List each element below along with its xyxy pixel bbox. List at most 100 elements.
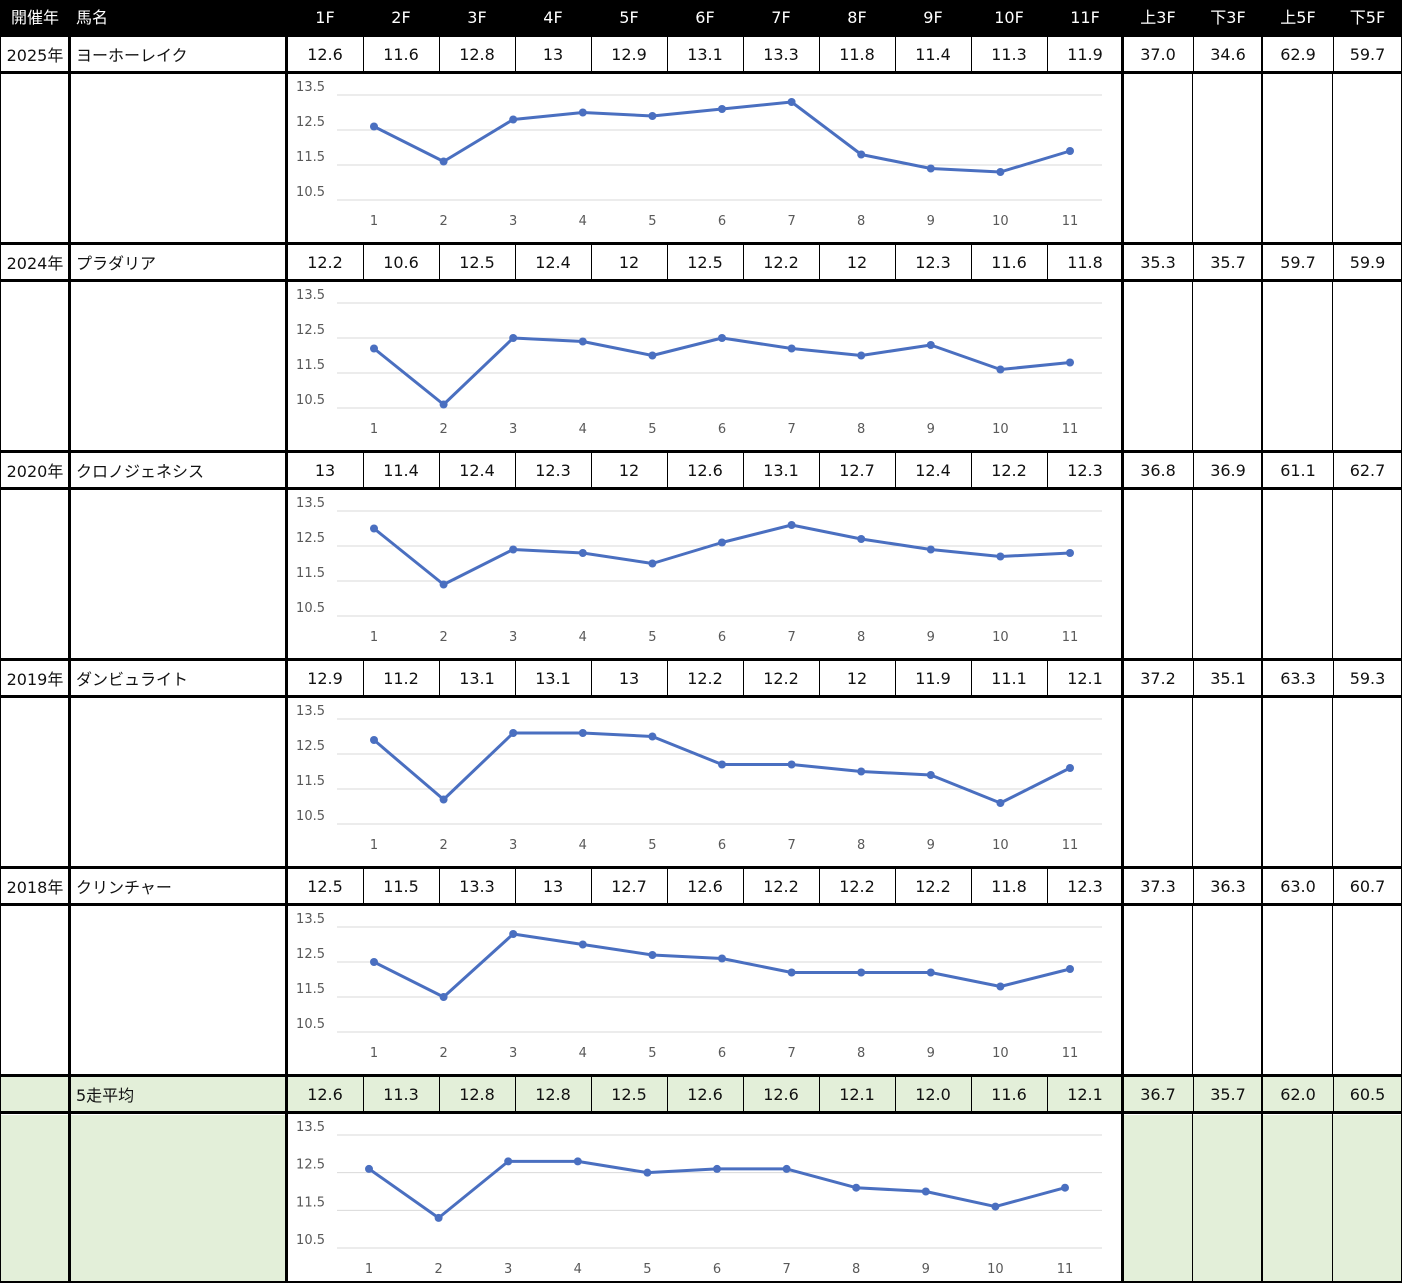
race-row: 2020年 クロノジェネシス 13 11.4 12.4 12.3 12 12.6 13.1 12.… <box>0 452 1402 488</box>
y-tick-label: 10.5 <box>296 601 325 616</box>
lap-cell-5: 12.9 <box>611 44 647 64</box>
column-border <box>285 660 288 868</box>
column-border <box>1193 244 1194 280</box>
data-point <box>439 580 448 589</box>
x-tick-label: 9 <box>927 838 935 853</box>
column-border <box>667 868 668 904</box>
x-tick-label: 6 <box>713 1262 721 1277</box>
lap-cell-3: 12.4 <box>459 460 495 480</box>
lap-cell-1: 12.9 <box>307 668 343 688</box>
header-furlong-7: 7F <box>771 8 791 27</box>
column-border <box>971 868 972 904</box>
column-border <box>439 452 440 488</box>
data-point <box>857 535 866 543</box>
data-point <box>509 729 518 737</box>
x-tick-label: 10 <box>992 630 1009 645</box>
column-border <box>1332 1112 1333 1283</box>
agg-cell-1: 37.2 <box>1140 668 1176 688</box>
x-tick-label: 7 <box>787 1046 795 1061</box>
column-border <box>1332 280 1333 452</box>
data-point <box>439 400 448 409</box>
y-tick-label: 11.5 <box>296 774 325 789</box>
column-border <box>1333 660 1334 696</box>
row-border <box>0 903 1402 906</box>
x-tick-label: 11 <box>1062 630 1079 645</box>
column-border <box>743 1076 744 1112</box>
data-point <box>504 1157 513 1166</box>
header-agg-1: 上3F <box>1140 8 1176 27</box>
column-border <box>1047 1076 1048 1112</box>
lap-cell-9: 12.4 <box>915 460 951 480</box>
y-tick-label: 11.5 <box>296 566 325 581</box>
data-point <box>578 108 587 117</box>
column-border <box>439 660 440 696</box>
horse-name: ヨーホーレイク <box>76 46 188 65</box>
header-furlong-10: 10F <box>994 8 1024 27</box>
x-tick-label: 6 <box>718 422 726 437</box>
row-border <box>0 279 1402 282</box>
data-point <box>643 1168 652 1177</box>
header-furlong-2: 2F <box>391 8 411 27</box>
agg-cell-1: 35.3 <box>1140 252 1176 272</box>
race-row: 2025年 ヨーホーレイク 12.6 11.6 12.8 13 12.9 13.1 13.3 11… <box>0 36 1402 72</box>
race-row: 2024年 プラダリア 12.2 10.6 12.5 12.4 12 12.5 12.2 12 12… <box>0 244 1402 280</box>
y-tick-label: 10.5 <box>296 809 325 824</box>
row-border <box>0 695 1402 698</box>
x-tick-label: 5 <box>643 1262 651 1277</box>
lap-cell-9: 11.9 <box>915 668 951 688</box>
column-border <box>591 36 592 72</box>
y-tick-label: 12.5 <box>296 947 325 962</box>
lap-chart: 10.5 11.5 12.5 13.5 1 2 3 4 5 6 7 8 9 10 11 <box>296 912 1102 1061</box>
x-tick-label: 10 <box>987 1262 1004 1277</box>
x-tick-label: 4 <box>579 214 587 229</box>
agg-cell-3: 62.0 <box>1263 1076 1333 1112</box>
agg-cell-4: 60.5 <box>1333 1076 1402 1112</box>
average-chart-fill <box>0 1115 70 1283</box>
x-tick-label: 1 <box>370 422 378 437</box>
column-border <box>819 868 820 904</box>
column-border <box>68 660 71 868</box>
x-tick-label: 5 <box>648 630 656 645</box>
data-point <box>1066 549 1074 557</box>
column-border <box>667 660 668 696</box>
header-furlong-4: 4F <box>543 8 563 27</box>
column-border <box>1121 36 1124 244</box>
x-tick-label: 9 <box>927 1046 935 1061</box>
column-border <box>895 868 896 904</box>
x-tick-label: 1 <box>370 630 378 645</box>
y-tick-label: 11.5 <box>296 1195 325 1210</box>
lap-cell-9: 12.3 <box>915 252 951 272</box>
year-cell: 2024年 <box>6 254 64 273</box>
column-border <box>1333 452 1334 488</box>
y-tick-label: 13.5 <box>296 1120 325 1135</box>
data-point <box>787 344 796 353</box>
header-furlong-6: 6F <box>695 8 715 27</box>
column-border <box>1192 72 1193 244</box>
data-point <box>434 1213 443 1222</box>
lap-cell-2: 11.6 <box>383 44 419 64</box>
data-point <box>439 157 448 166</box>
lap-cell-3: 13.1 <box>459 668 495 688</box>
x-tick-label: 4 <box>579 630 587 645</box>
data-point <box>857 767 866 776</box>
lap-chart: 10.5 11.5 12.5 13.5 1 2 3 4 5 6 7 8 9 10 11 <box>296 496 1102 645</box>
column-border <box>895 36 896 72</box>
x-tick-label: 4 <box>579 1046 587 1061</box>
column-border <box>971 36 972 72</box>
lap-cell-4: 13 <box>542 44 564 64</box>
x-tick-label: 10 <box>992 838 1009 853</box>
data-point <box>857 150 866 159</box>
y-tick-label: 10.5 <box>296 1017 325 1032</box>
data-point <box>926 771 935 779</box>
column-border <box>743 452 744 488</box>
column-border <box>667 452 668 488</box>
lap-chart: 10.5 11.5 12.5 13.5 1 2 3 4 5 6 7 8 9 10 11 <box>296 80 1102 229</box>
data-point <box>996 168 1005 176</box>
column-border <box>819 36 820 72</box>
column-border <box>591 868 592 904</box>
data-point <box>718 954 726 963</box>
lap-cell-5: 12 <box>618 252 640 272</box>
data-point <box>509 115 518 124</box>
y-tick-label: 12.5 <box>296 1158 325 1173</box>
x-tick-label: 10 <box>992 422 1009 437</box>
